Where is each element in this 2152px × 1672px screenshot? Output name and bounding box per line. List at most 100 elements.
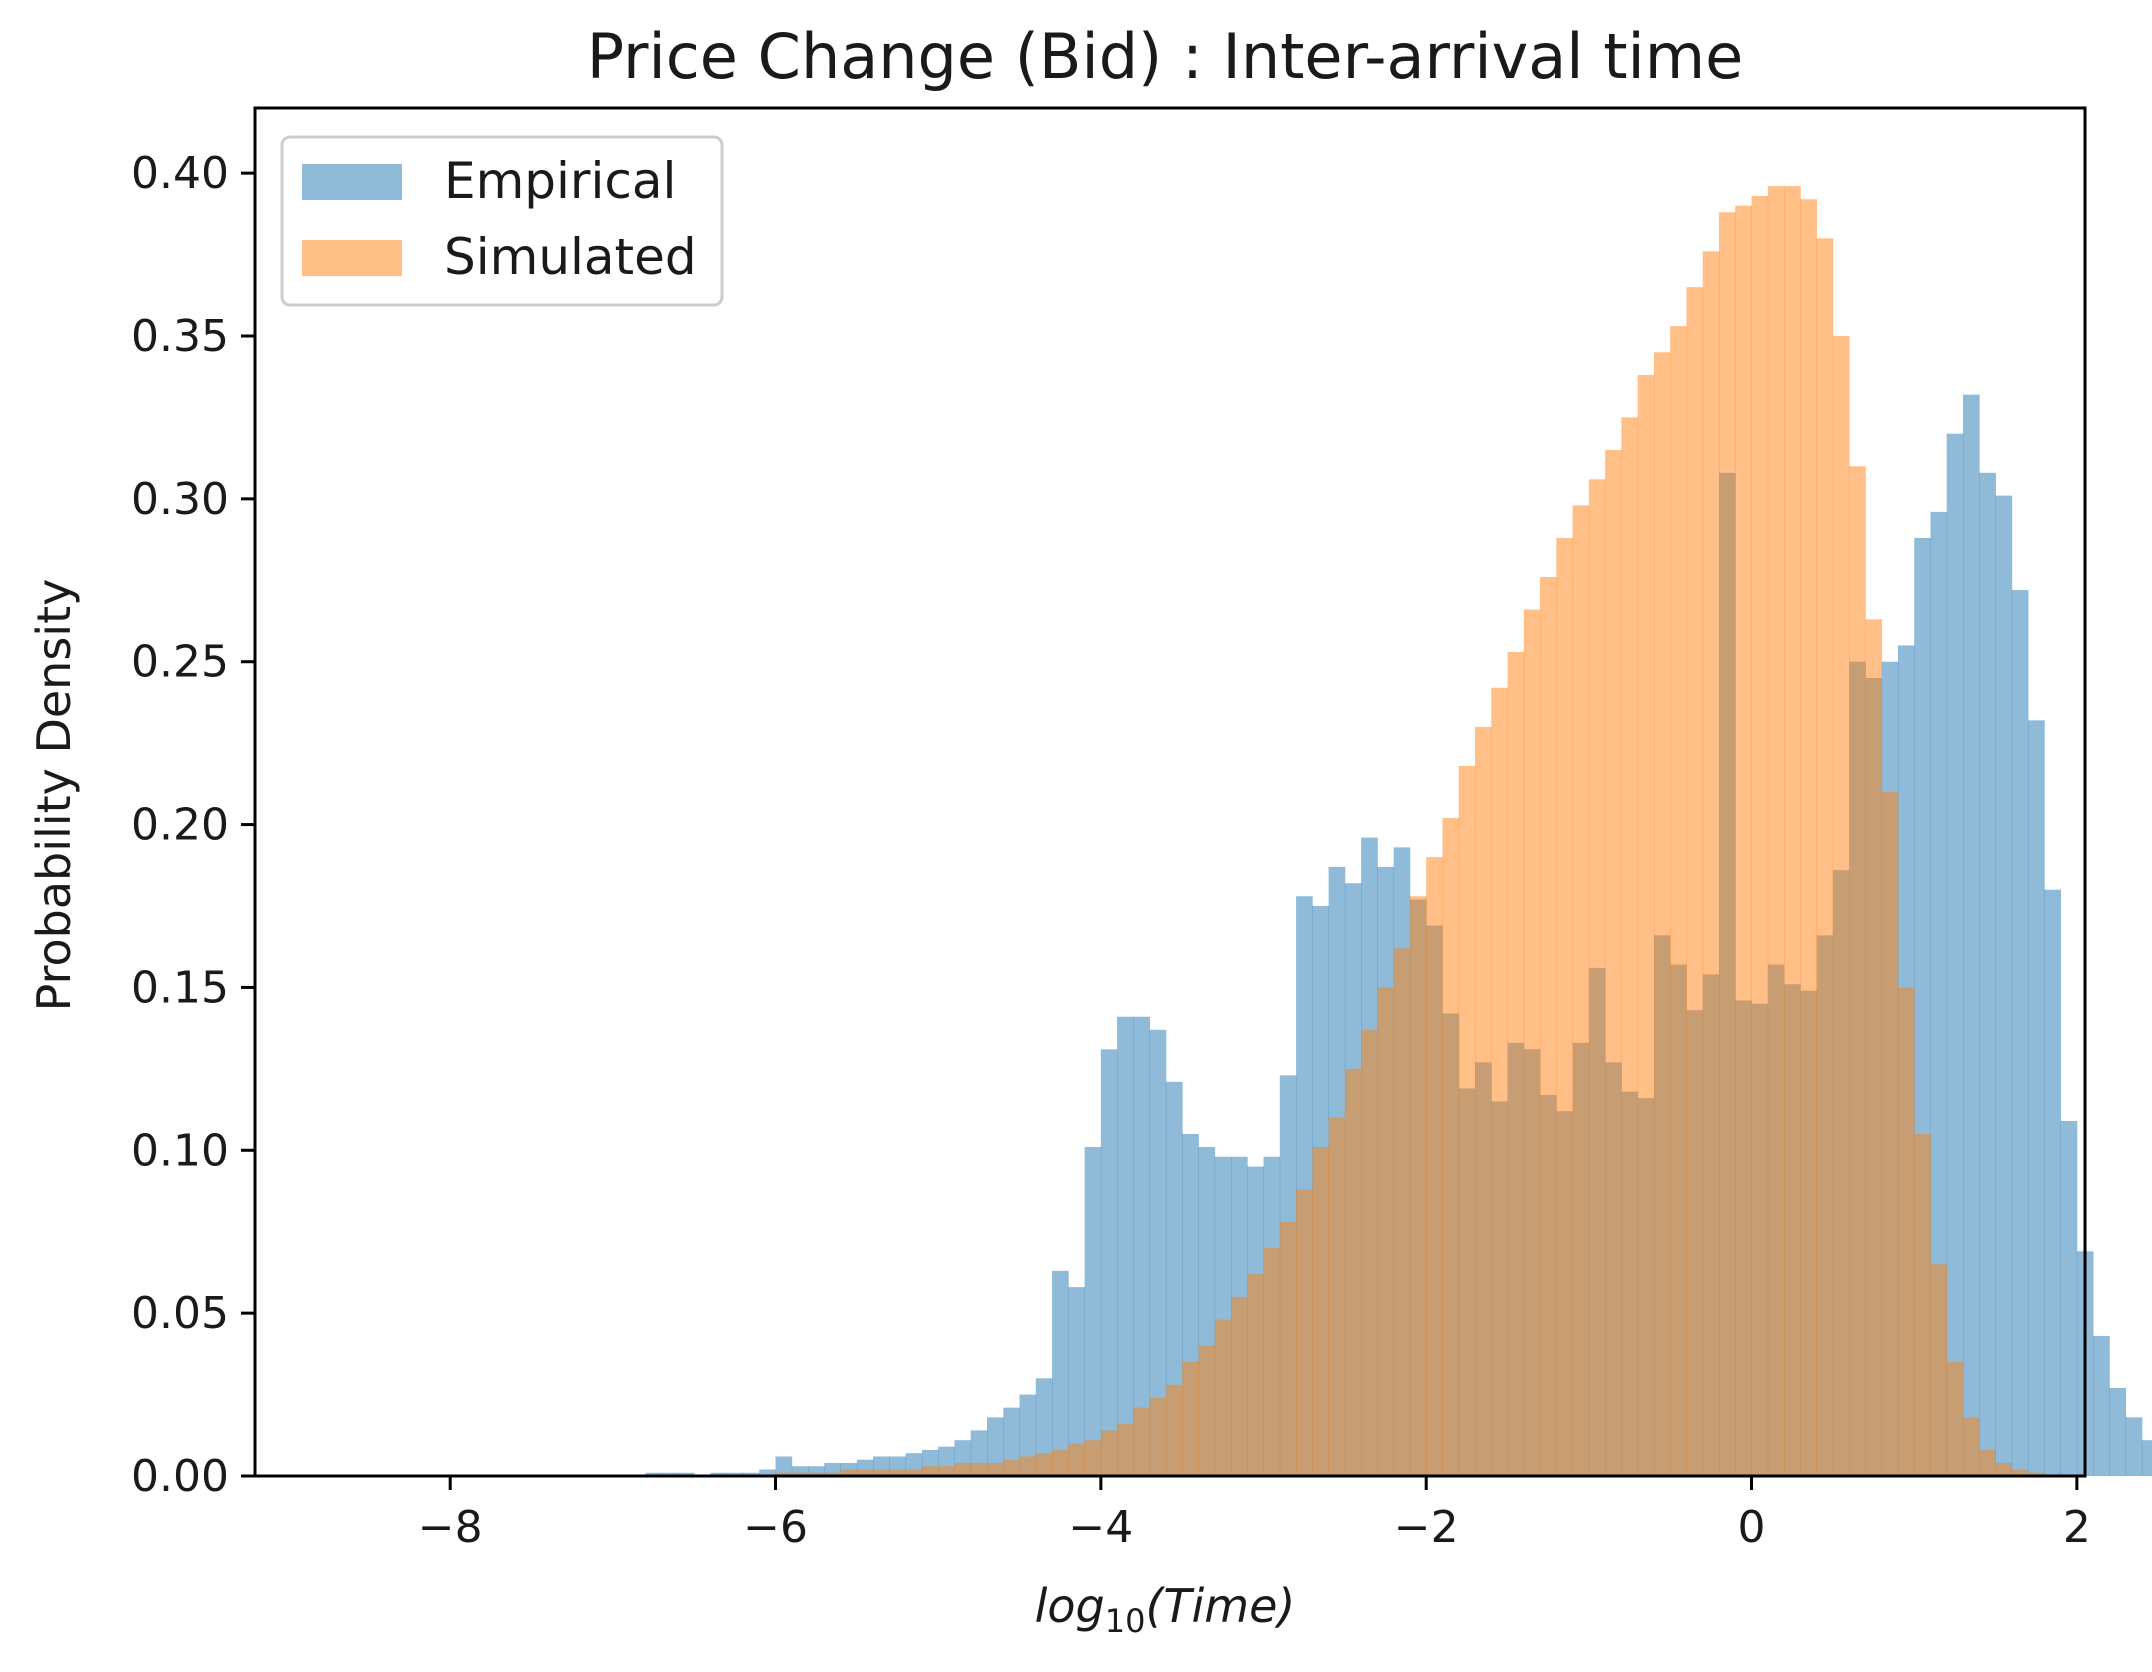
histogram-bar [1767,186,1785,1477]
histogram-bar [759,1469,776,1476]
y-axis-label: Probability Density [27,579,81,1012]
histogram-bar [1540,577,1557,1476]
histogram-bar [1052,1270,1069,1476]
histogram-bar [1979,472,1996,1476]
histogram-bar [1182,1362,1199,1476]
y-tick-label: 0.00 [131,1451,229,1502]
histogram-bar [1052,1449,1069,1476]
histogram-bar [1963,1417,1980,1476]
histogram-bar [1377,987,1395,1476]
histogram-bar [1165,1081,1183,1476]
histogram-bar [1621,417,1639,1476]
histogram-bar [921,1466,939,1476]
histogram-bar [1849,466,1866,1476]
y-tick-label: 0.20 [131,800,229,851]
legend: Empirical Simulated [280,135,724,307]
histogram-bar [856,1469,874,1476]
chart-title: Price Change (Bid) : Inter-arrival time [587,20,1744,93]
histogram-bar [840,1469,858,1476]
histogram-bar [1881,792,1899,1476]
histogram-bar [808,1466,825,1476]
histogram-bar [726,1472,744,1476]
histogram-bar [1995,495,2013,1477]
histogram-bar [791,1472,809,1476]
y-tick-label: 0.15 [131,962,229,1013]
histogram-bar [1344,1068,1362,1476]
histogram-bar [905,1469,923,1476]
histogram-bar [1946,433,1964,1476]
y-axis-ticks: 0.00 0.05 0.10 0.15 0.20 0.25 0.30 0.35 0.40 [131,148,255,1502]
histogram-bar [2011,590,2029,1476]
histogram-bar [1719,212,1736,1477]
y-tick-label: 0.30 [131,474,229,525]
histogram-bar [677,1472,695,1476]
histogram-bar [1149,1029,1167,1476]
histogram-bar [1865,619,1883,1476]
histogram-bar [1133,1407,1151,1476]
histogram-bar [645,1472,663,1476]
y-tick-label: 0.10 [131,1125,229,1176]
histogram-bar [1117,1423,1134,1476]
histogram-bar [808,1472,825,1476]
histogram-bar [1068,1287,1085,1476]
histogram-bar [1084,1440,1102,1476]
histogram-bar [1670,326,1687,1477]
histogram-bar [661,1472,679,1476]
histogram-bar [1214,1319,1232,1476]
series-simulated [775,186,2045,1477]
x-axis-label-subscript: 10 [1105,1602,1146,1640]
histogram-bar [938,1466,955,1476]
histogram-bar [987,1417,1004,1476]
histogram-bar [2011,1469,2029,1476]
histogram-bar [824,1472,841,1476]
histogram-bar [1686,287,1704,1477]
histogram-bar [2093,1335,2110,1476]
x-axis-label: log10(Time) [1035,1579,1296,1640]
histogram-bar [1995,1462,2013,1476]
histogram-bar [1035,1378,1053,1476]
x-tick-label: −2 [1394,1502,1459,1553]
histogram-bar [2125,1417,2143,1476]
histogram-bar [1263,1248,1281,1476]
histogram-bar [1247,1274,1264,1476]
histogram-bar [1426,857,1443,1476]
histogram-bar [1475,726,1492,1476]
histogram-bar [743,1472,760,1476]
histogram-bar [1946,1362,1964,1476]
legend-swatch-simulated [302,240,402,276]
y-tick-label: 0.35 [131,311,229,362]
y-tick-label: 0.25 [131,637,229,688]
histogram-bar [1751,195,1769,1476]
histogram-bar [1328,1117,1346,1476]
histogram-bar [1653,352,1671,1477]
histogram-bar [1491,687,1508,1476]
histogram-bar [1361,1029,1378,1476]
histogram-bar [954,1462,972,1476]
histogram-bar [1637,375,1655,1477]
x-axis-ticks: −8 −6 −4 −2 0 2 [418,1476,2091,1553]
histogram-bar [1117,1016,1134,1476]
histogram-bar [1897,987,1915,1476]
histogram-bar [1100,1049,1118,1476]
histogram-bar [1507,651,1525,1476]
histogram-bar [987,1462,1004,1476]
histogram-bar [1035,1453,1053,1476]
histogram-bar [1312,1147,1329,1476]
histogram-bar [1279,1221,1297,1476]
histogram-bar [791,1466,809,1476]
histogram-bar [1930,511,1948,1476]
histogram-bar [1198,1345,1216,1476]
histogram-bar [1832,336,1850,1476]
histogram-bar [1165,1384,1183,1476]
histogram-bar [1231,1296,1248,1476]
histogram-bar [970,1462,988,1476]
histogram-bar [1003,1459,1020,1476]
histogram-bar [1133,1016,1151,1476]
histogram-bar [2028,1472,2045,1476]
histogram-bar [1816,238,1834,1476]
histogram-bar [775,1472,793,1476]
histogram-bar [2060,1120,2078,1476]
x-tick-label: 0 [1738,1502,1766,1553]
histogram-bar [1019,1456,1037,1476]
histogram-bar [1605,450,1622,1476]
